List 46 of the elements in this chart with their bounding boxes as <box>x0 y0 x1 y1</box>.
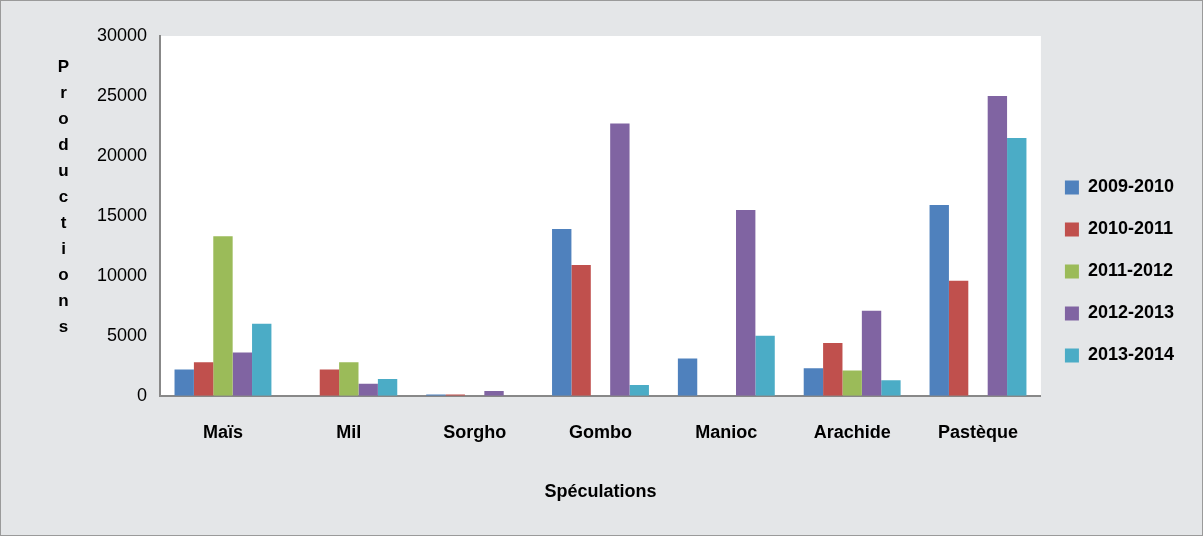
x-tick-label: Maïs <box>202 421 243 442</box>
y-tick-label: 25000 <box>96 84 148 105</box>
bar <box>213 236 233 396</box>
bar <box>881 380 901 396</box>
x-axis-title: Spéculations <box>544 481 657 502</box>
bar <box>339 362 359 396</box>
bar <box>823 343 843 396</box>
bar <box>736 209 756 396</box>
bar <box>571 265 591 396</box>
bar <box>677 358 698 396</box>
bar <box>358 383 378 396</box>
bar <box>552 229 572 396</box>
bar <box>1007 137 1027 396</box>
bar <box>861 310 882 396</box>
y-tick-label: 10000 <box>96 264 148 285</box>
bar <box>629 385 649 396</box>
x-tick-label: Mil <box>336 421 362 442</box>
bar <box>232 352 253 396</box>
bar <box>929 205 949 396</box>
legend-label: 2013-2014 <box>1087 344 1175 365</box>
y-tick-label: 15000 <box>96 204 148 225</box>
bar <box>755 335 775 396</box>
bar <box>377 379 398 396</box>
x-tick-label: Gombo <box>568 421 632 442</box>
y-tick-label: 0 <box>137 384 148 405</box>
bar <box>803 368 824 396</box>
legend-label: 2009-2010 <box>1087 176 1175 197</box>
bar <box>193 362 214 396</box>
bar <box>174 369 194 396</box>
y-tick-label: 5000 <box>107 324 148 345</box>
y-tick-label: 30000 <box>96 24 148 45</box>
legend-label: 2012-2013 <box>1087 302 1175 323</box>
legend-label: 2010-2011 <box>1087 218 1174 239</box>
x-tick-label: Arachide <box>813 421 891 442</box>
x-tick-label: Sorgho <box>443 421 507 442</box>
bar <box>948 280 969 396</box>
bar <box>842 370 862 396</box>
y-axis-title: Productions <box>53 57 73 343</box>
bar <box>252 323 272 396</box>
x-tick-label: Manioc <box>695 421 758 442</box>
bar <box>610 123 630 396</box>
y-tick-label: 20000 <box>96 144 148 165</box>
bar <box>987 95 1008 396</box>
legend-label: 2011-2012 <box>1087 260 1174 281</box>
x-tick-label: Pastèque <box>937 421 1019 442</box>
bar <box>319 369 340 396</box>
